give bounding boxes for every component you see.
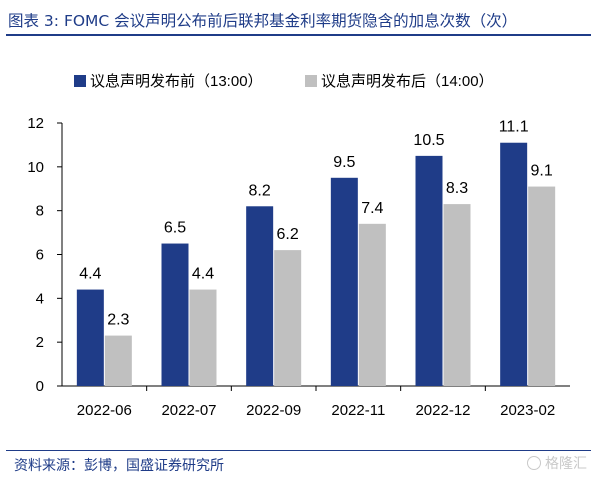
bar-after-2022-07: [189, 289, 217, 386]
watermark-logo-icon: [527, 456, 541, 470]
y-tick-label: 0: [36, 378, 44, 395]
legend-swatch-before: [74, 75, 86, 87]
data-label: 6.5: [164, 220, 186, 237]
legend-swatch-after: [305, 75, 317, 87]
x-tick-label: 2022-11: [331, 402, 385, 419]
x-tick-label: 2022-12: [415, 402, 470, 419]
x-tick-label: 2022-09: [246, 402, 301, 419]
x-ticks: 2022-06 2022-07 2022-09 2022-11 2022-12 2023-…: [77, 386, 555, 419]
y-tick-label: 10: [27, 159, 44, 176]
bar-before-2023-02: [500, 142, 528, 386]
bar-after-2023-02: [528, 186, 556, 386]
data-label: 6.2: [277, 226, 299, 243]
data-label: 2.3: [107, 312, 129, 329]
y-tick-label: 4: [36, 290, 44, 307]
data-label: 11.1: [499, 119, 529, 136]
bar-before-2022-09: [246, 206, 274, 386]
bar-chart: 议息声明发布前（13:00） 议息声明发布后（14:00） 024681012 …: [27, 72, 570, 419]
chart-area: 议息声明发布前（13:00） 议息声明发布后（14:00） 0 2 4 6 8 10 12 …: [0, 40, 597, 440]
data-label: 10.5: [413, 132, 444, 149]
legend: 议息声明发布前（13:00） 议息声明发布后（14:00）: [74, 72, 494, 90]
bar-before-2022-06: [76, 289, 104, 386]
data-label: 9.1: [531, 163, 553, 180]
source-note: 资料来源：彭博，国盛证券研究所: [14, 458, 224, 474]
y-tick-label: 8: [36, 203, 44, 220]
legend-label-after: 议息声明发布后（14:00）: [321, 72, 494, 90]
x-tick-label: 2022-07: [161, 402, 216, 419]
y-tick-label: 2: [36, 334, 44, 351]
bar-before-2022-11: [330, 177, 358, 386]
chart-title: 图表 3: FOMC 会议声明公布前后联邦基金利率期货隐含的加息次数（次）: [8, 12, 518, 30]
y-tick-label: 12: [27, 115, 44, 132]
chart-footer: 资料来源：彭博，国盛证券研究所 格隆汇: [6, 450, 591, 477]
data-label: 8.3: [446, 180, 468, 197]
watermark-text: 格隆汇: [545, 456, 587, 472]
x-tick-label: 2023-02: [500, 402, 555, 419]
data-label: 4.4: [79, 266, 101, 283]
data-label: 7.4: [361, 200, 383, 217]
bar-before-2022-12: [415, 155, 443, 386]
y-ticks: 0 2 4 6 8 10 12: [27, 115, 62, 395]
bar-after-2022-12: [443, 204, 471, 386]
bar-before-2022-07: [161, 243, 189, 386]
watermark: 格隆汇: [527, 453, 587, 473]
legend-label-before: 议息声明发布前（13:00）: [90, 72, 263, 90]
bar-after-2022-09: [274, 250, 302, 386]
bar-after-2022-06: [104, 335, 132, 386]
x-tick-label: 2022-06: [77, 402, 132, 419]
data-label: 9.5: [333, 154, 355, 171]
bar-after-2022-11: [358, 223, 386, 386]
bars: 4.4 2.3 6.5 4.4 8.2 6.2 9.5 7.4 10.5 8.3 11.1 9.1: [76, 119, 556, 386]
data-label: 4.4: [192, 266, 214, 283]
chart-header: 图表 3: FOMC 会议声明公布前后联邦基金利率期货隐含的加息次数（次）: [6, 4, 591, 36]
data-label: 8.2: [249, 182, 271, 199]
y-tick-label: 6: [36, 247, 44, 264]
